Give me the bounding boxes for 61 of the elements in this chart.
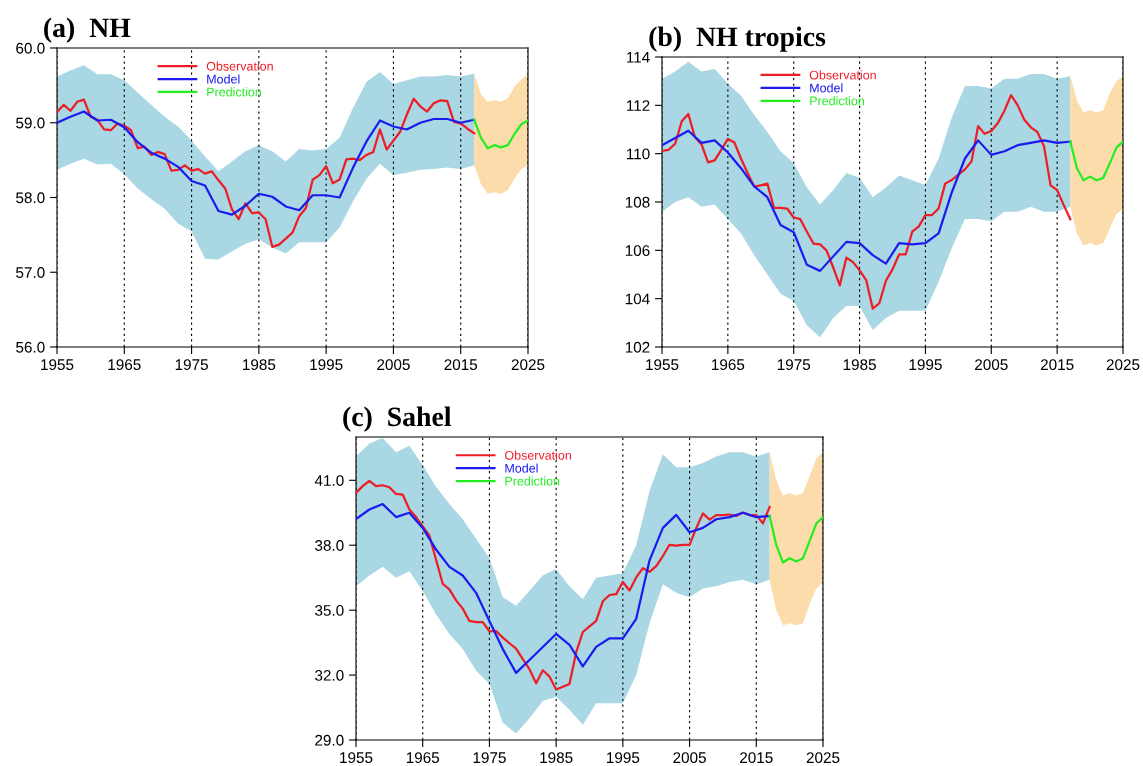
- line-series: [356, 502, 771, 675]
- y-tick-label: 110: [627, 148, 650, 160]
- x-tick-label: 2005: [975, 359, 1008, 371]
- y-tick-label: 106: [625, 245, 650, 257]
- x-tick-label: 2025: [511, 359, 545, 371]
- x-tick-label: 2015: [740, 752, 773, 764]
- legend-label: Observation: [809, 70, 876, 80]
- x-tick-label: 1985: [843, 359, 876, 371]
- chart-title: (c) Sahel: [343, 406, 452, 432]
- y-tick-label: 57.0: [16, 267, 45, 278]
- x-tick-label: 1975: [473, 752, 506, 764]
- x-tick-label: 1995: [909, 359, 942, 371]
- y-tick-label: 41.0: [314, 475, 344, 486]
- y-tick-label: 29.0: [315, 734, 344, 746]
- legend-label: Prediction: [207, 87, 261, 97]
- line-series: [473, 118, 528, 150]
- x-tick-label: 1995: [310, 359, 343, 371]
- x-tick-label: 2025: [806, 752, 840, 764]
- y-tick-label: 58.0: [16, 192, 45, 204]
- line-series: [57, 110, 476, 216]
- y-tick-label: 35.0: [315, 605, 344, 616]
- legend-label: Observation: [206, 61, 273, 71]
- x-tick-label: 2015: [1040, 359, 1074, 371]
- line-series: [768, 514, 823, 564]
- x-tick-label: 2005: [377, 359, 410, 371]
- x-tick-label: 1965: [406, 752, 440, 764]
- chart-title: (b) NH tropics: [649, 26, 826, 52]
- legend-label: Model: [505, 463, 538, 473]
- x-tick-label: 1955: [340, 752, 373, 764]
- y-tick-label: 38.0: [315, 540, 344, 551]
- x-tick-label: 1955: [646, 359, 679, 371]
- legend-label: Observation: [504, 450, 571, 460]
- legend-label: Prediction: [505, 476, 560, 486]
- y-tick-label: 59.0: [16, 117, 45, 129]
- x-tick-label: 1965: [712, 359, 745, 371]
- y-tick-label: 108: [625, 196, 650, 208]
- x-tick-label: 2025: [1106, 359, 1140, 371]
- y-tick-label: 112: [627, 100, 650, 111]
- y-tick-label: 102: [625, 341, 650, 353]
- legend-label: Model: [207, 74, 240, 84]
- legend-label: Model: [810, 83, 843, 93]
- x-tick-label: 2005: [673, 752, 706, 764]
- y-tick-label: 56.0: [16, 341, 45, 353]
- x-tick-label: 1975: [777, 359, 811, 371]
- y-tick-label: 60.0: [16, 42, 45, 54]
- x-tick-label: 1995: [607, 752, 640, 764]
- x-tick-label: 1965: [108, 359, 141, 371]
- x-tick-label: 1975: [175, 359, 208, 371]
- chart-title: (a) NH: [44, 17, 131, 43]
- x-tick-label: 1985: [243, 359, 276, 371]
- y-tick-label: 32.0: [315, 669, 344, 681]
- line-series: [57, 97, 476, 248]
- y-tick-label: 104: [625, 293, 650, 305]
- line-series: [662, 129, 1072, 272]
- legend-label: Prediction: [810, 96, 864, 106]
- x-tick-label: 1955: [41, 359, 74, 371]
- x-tick-label: 1985: [540, 752, 573, 764]
- y-tick-label: 114: [627, 52, 650, 63]
- line-series: [1069, 140, 1123, 182]
- line-series: [662, 94, 1072, 310]
- x-tick-label: 2015: [444, 359, 478, 371]
